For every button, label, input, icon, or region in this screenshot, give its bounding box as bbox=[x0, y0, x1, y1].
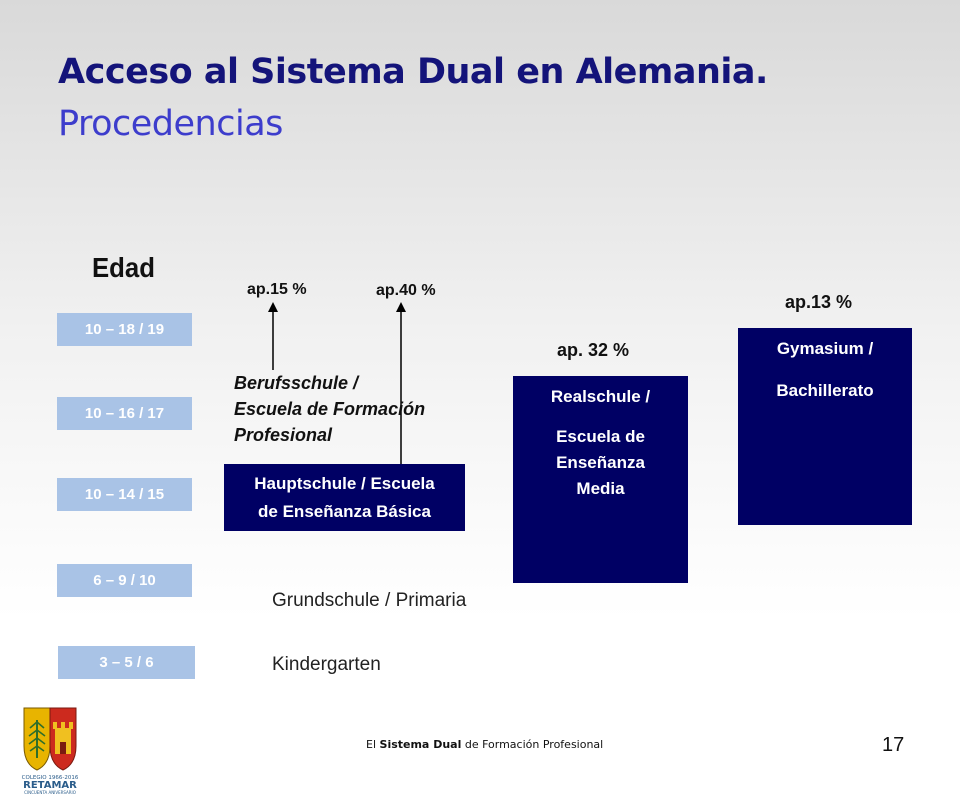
footer-bold: Sistema Dual bbox=[379, 738, 462, 751]
berufsschule-line-3: Profesional bbox=[234, 425, 333, 445]
arrow-hauptschule bbox=[396, 302, 406, 464]
percent-gymnasium: ap.13 % bbox=[785, 292, 853, 312]
hauptschule-box: Hauptschule / Escuela de Enseñanza Básic… bbox=[224, 464, 465, 531]
arrow-berufsschule bbox=[268, 302, 278, 370]
age-box-10-18: 10 – 18 / 19 bbox=[57, 313, 192, 346]
age-box-10-16: 10 – 16 / 17 bbox=[57, 397, 192, 430]
realschule-box: Realschule / Escuela de Enseñanza Media bbox=[513, 376, 688, 583]
percent-berufsschule: ap.15 % bbox=[247, 281, 307, 298]
gymnasium-line-1: Gymasium / bbox=[776, 339, 874, 358]
logo-line-2: RETAMAR bbox=[23, 780, 77, 791]
page-title: Acceso al Sistema Dual en Alemania. bbox=[58, 52, 768, 92]
realschule-line-2: Escuela de bbox=[556, 427, 645, 446]
hauptschule-line-2: de Enseñanza Básica bbox=[258, 502, 431, 521]
age-box-10-14: 10 – 14 / 15 bbox=[57, 478, 192, 511]
percent-realschule: ap. 32 % bbox=[557, 340, 630, 360]
logo-line-3: CINCUENTA ANIVERSARIO bbox=[24, 790, 76, 795]
berufsschule-line-2: Escuela de Formación bbox=[234, 399, 426, 419]
page-subtitle: Procedencias bbox=[58, 104, 283, 144]
logo-line-1: COLEGIO 1966-2016 bbox=[22, 775, 79, 781]
footer-text: El Sistema Dual de Formación Profesional bbox=[366, 738, 603, 751]
retamar-logo: COLEGIO 1966-2016 RETAMAR CINCUENTA ANIV… bbox=[22, 707, 79, 795]
footer-suffix: de Formación Profesional bbox=[461, 738, 604, 751]
page-number: 17 bbox=[882, 734, 905, 756]
gymnasium-line-2: Bachillerato bbox=[776, 381, 874, 400]
realschule-line-1: Realschule / bbox=[550, 387, 651, 406]
berufsschule-label: Berufsschule / Escuela de Formación Prof… bbox=[234, 370, 474, 448]
age-box-3-5: 3 – 5 / 6 bbox=[58, 646, 195, 679]
realschule-line-4: Media bbox=[576, 479, 625, 498]
age-box-6-9: 6 – 9 / 10 bbox=[57, 564, 192, 597]
grundschule-label: Grundschule / Primaria bbox=[272, 590, 467, 611]
age-header: Edad bbox=[92, 252, 155, 283]
footer-prefix: El bbox=[366, 738, 380, 751]
hauptschule-line-1: Hauptschule / Escuela bbox=[254, 474, 435, 493]
kindergarten-label: Kindergarten bbox=[272, 654, 381, 675]
realschule-line-3: Enseñanza bbox=[556, 453, 645, 472]
gymnasium-box: Gymasium / Bachillerato bbox=[738, 328, 912, 525]
percent-hauptschule: ap.40 % bbox=[376, 282, 436, 299]
berufsschule-line-1: Berufsschule / bbox=[234, 373, 359, 393]
